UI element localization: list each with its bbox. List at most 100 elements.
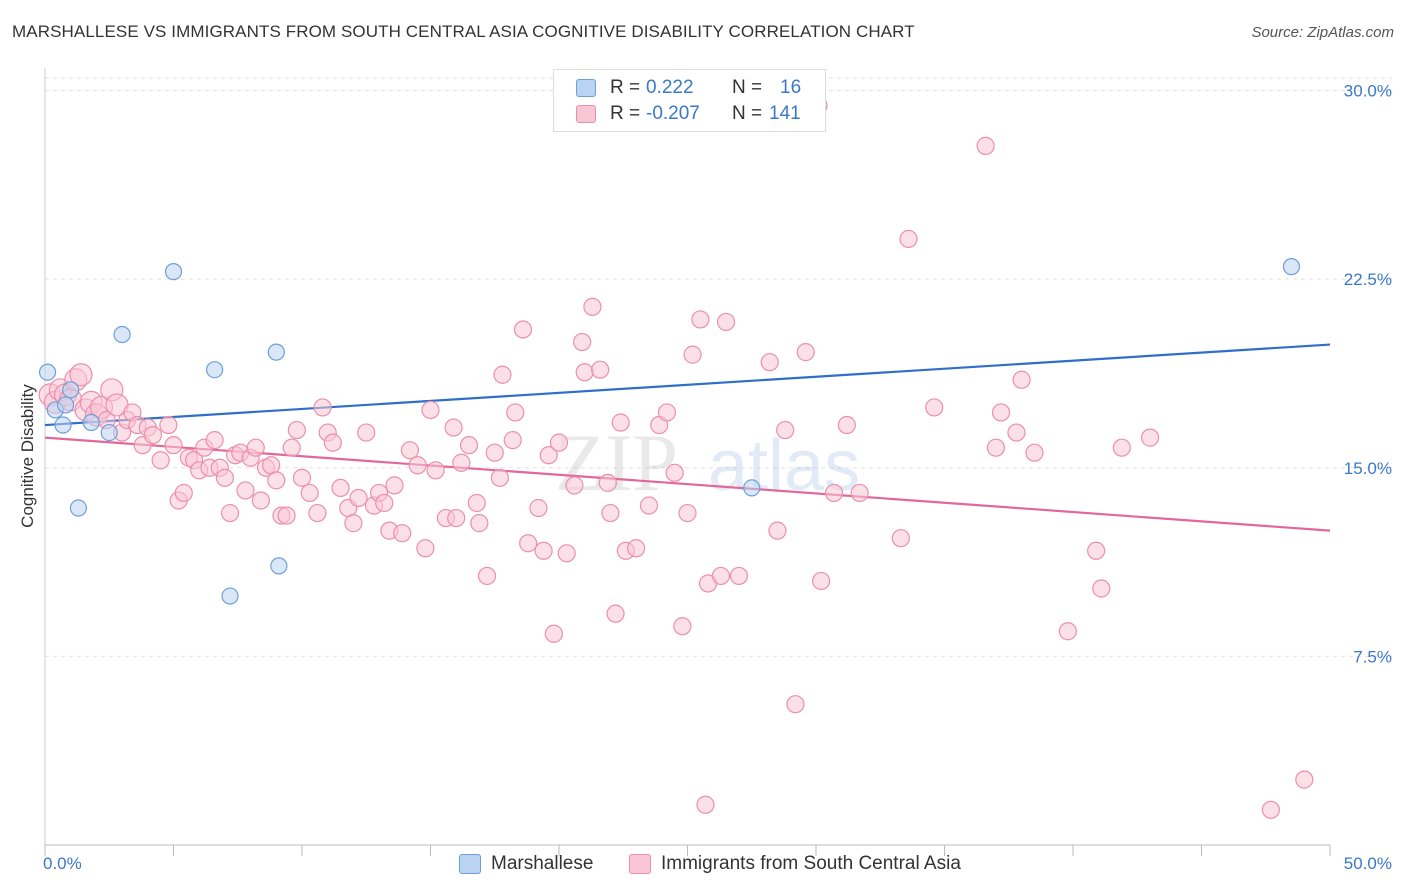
axes bbox=[44, 68, 1331, 856]
point-immigrants bbox=[246, 438, 265, 457]
trend-line-marshallese bbox=[44, 343, 1331, 427]
legend-swatch-pink bbox=[576, 105, 596, 123]
point-immigrants bbox=[575, 363, 594, 382]
point-immigrants bbox=[69, 363, 93, 387]
point-immigrants bbox=[236, 481, 255, 500]
point-immigrants bbox=[557, 544, 576, 563]
point-immigrants bbox=[220, 503, 240, 523]
point-immigrants bbox=[262, 456, 281, 475]
point-immigrants bbox=[768, 521, 787, 540]
point-immigrants bbox=[513, 320, 533, 339]
point-marshallese bbox=[38, 363, 57, 381]
r-value: -0.207 bbox=[646, 103, 700, 124]
point-immigrants bbox=[506, 403, 525, 422]
point-immigrants bbox=[673, 617, 692, 636]
point-immigrants bbox=[357, 423, 376, 442]
point-marshallese bbox=[100, 423, 118, 442]
point-immigrants bbox=[611, 413, 630, 432]
source-label: Source: ZipAtlas.com bbox=[1251, 24, 1394, 41]
point-immigrants bbox=[1012, 370, 1031, 389]
point-marshallese bbox=[1282, 258, 1301, 276]
point-immigrants bbox=[606, 604, 625, 623]
point-immigrants bbox=[824, 483, 844, 503]
point-immigrants bbox=[452, 453, 471, 472]
point-immigrants bbox=[416, 539, 435, 558]
point-immigrants bbox=[205, 431, 224, 450]
point-immigrants bbox=[159, 415, 178, 435]
point-immigrants bbox=[1058, 622, 1077, 641]
x-tick-label-max: 50.0% bbox=[1344, 854, 1392, 873]
chart-title: MARSHALLESE VS IMMIGRANTS FROM SOUTH CEN… bbox=[12, 22, 915, 41]
point-immigrants bbox=[1261, 800, 1280, 819]
point-immigrants bbox=[549, 433, 569, 452]
point-immigrants bbox=[891, 529, 910, 548]
n-label: N = bbox=[732, 77, 763, 98]
point-immigrants bbox=[786, 695, 805, 714]
point-marshallese bbox=[54, 416, 72, 434]
watermark: ZIP atlas bbox=[555, 417, 860, 508]
point-immigrants bbox=[292, 468, 312, 487]
trend-lines bbox=[44, 343, 1331, 532]
y-tick-label: 15.0% bbox=[1344, 459, 1392, 478]
point-immigrants bbox=[534, 541, 553, 560]
point-immigrants bbox=[408, 456, 427, 475]
point-immigrants bbox=[696, 795, 715, 814]
legend-stats: R = 0.222 N = 16 R = -0.207 N = 141 bbox=[553, 69, 826, 132]
point-immigrants bbox=[729, 566, 749, 586]
point-immigrants bbox=[287, 420, 306, 440]
legend-swatch-blue bbox=[576, 79, 596, 97]
point-immigrants bbox=[991, 403, 1011, 422]
point-immigrants bbox=[251, 491, 270, 510]
point-immigrants bbox=[776, 420, 795, 440]
point-immigrants bbox=[421, 400, 440, 420]
point-immigrants bbox=[313, 398, 332, 417]
legend-label: Marshallese bbox=[491, 853, 594, 874]
point-immigrants bbox=[678, 503, 697, 523]
point-immigrants bbox=[308, 503, 327, 523]
r-label: R = bbox=[610, 103, 641, 124]
point-immigrants bbox=[143, 425, 163, 445]
point-immigrants bbox=[444, 418, 463, 437]
point-immigrants bbox=[470, 514, 489, 533]
point-immigrants bbox=[583, 297, 602, 316]
point-immigrants bbox=[529, 498, 548, 518]
point-marshallese bbox=[69, 499, 88, 517]
point-immigrants bbox=[760, 353, 779, 372]
point-marshallese bbox=[221, 587, 239, 605]
point-immigrants bbox=[899, 229, 918, 249]
point-immigrants bbox=[519, 534, 538, 553]
r-label: R = bbox=[610, 77, 641, 98]
point-immigrants bbox=[1295, 770, 1314, 789]
point-marshallese bbox=[56, 396, 75, 414]
legend-stats-row-marshallese: R = 0.222 N = 16 bbox=[554, 75, 825, 101]
point-immigrants bbox=[601, 503, 620, 523]
legend-label: Immigrants from South Central Asia bbox=[661, 853, 961, 874]
point-immigrants bbox=[639, 496, 659, 515]
point-immigrants bbox=[467, 493, 486, 513]
point-immigrants bbox=[626, 539, 646, 558]
legend-swatch-pink bbox=[629, 854, 651, 874]
y-tick-label: 22.5% bbox=[1344, 270, 1392, 289]
point-immigrants bbox=[282, 438, 301, 457]
point-immigrants bbox=[1092, 579, 1111, 598]
point-immigrants bbox=[174, 483, 193, 503]
point-immigrants bbox=[503, 431, 522, 450]
n-value: 16 bbox=[780, 77, 802, 98]
point-immigrants bbox=[986, 438, 1006, 457]
point-immigrants bbox=[657, 403, 677, 422]
point-immigrants bbox=[812, 571, 831, 591]
point-immigrants bbox=[1007, 423, 1026, 442]
r-value: 0.222 bbox=[646, 77, 694, 98]
point-immigrants bbox=[1112, 438, 1131, 457]
point-immigrants bbox=[850, 483, 869, 503]
point-immigrants bbox=[493, 365, 512, 384]
point-immigrants bbox=[565, 476, 584, 495]
point-immigrants bbox=[544, 624, 563, 643]
n-value: 141 bbox=[769, 103, 801, 124]
point-immigrants bbox=[375, 493, 394, 513]
point-immigrants bbox=[323, 433, 342, 452]
point-marshallese bbox=[82, 413, 100, 432]
point-immigrants bbox=[1025, 443, 1044, 462]
point-immigrants bbox=[573, 332, 592, 352]
